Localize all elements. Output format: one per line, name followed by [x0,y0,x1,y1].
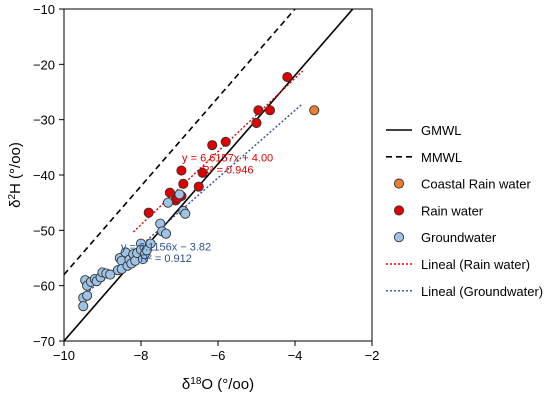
y-axis-title: δ2H (°/oo) [7,142,25,208]
rain-water-point [164,187,175,198]
rain-water-point [143,207,154,218]
legend-swatch-coastal-rain-water [393,178,405,189]
y-tick-label: −20 [33,57,55,72]
rain-water-point [264,105,276,116]
groundwater-point [78,301,89,312]
x-tick-label: −4 [288,348,303,363]
point-series-group [78,72,320,312]
x-tick-label: −2 [365,348,380,363]
groundwater-point [160,228,172,239]
groundwater-point [162,197,173,208]
trendline-equation-label: R² = 0.912 [140,253,192,265]
rain-water-point [253,105,264,116]
coastal-rain-water-point [309,105,320,116]
rain-water-point [251,117,262,129]
legend-label-rain-water: Rain water [421,203,484,218]
rain-water-point [207,140,218,151]
groundwater-point [180,208,191,219]
y-tick-label: −60 [33,279,55,294]
legend-label-lineal-groundwater: Lineal (Groundwater) [421,284,543,299]
rain-water-point [193,181,204,192]
legend-swatch-groundwater [393,232,405,243]
rain-water-point [220,136,231,147]
y-tick-label: −50 [33,223,55,238]
trendline-equation-label: y = 6.1156x − 3.82 [121,241,211,253]
x-axis-title: δ18O (°/oo) [182,376,254,394]
legend-swatch-rain-water [393,205,405,216]
legend-label-lineal-rain-water: Lineal (Rain water) [421,257,530,272]
x-tick-label: −10 [53,348,75,363]
y-tick-label: −70 [33,334,55,349]
axes: −10 −8 −6 −4 −2 −70 −60 −50 −40 −30 −20 −10 δ18O (°/… [7,2,380,393]
gmwl-line [64,9,354,341]
groundwater-point [105,269,116,280]
groundwater-point [82,290,93,301]
trendline-equation-label: R² = 0.946 [202,164,254,176]
legend-label-coastal-rain-water: Coastal Rain water [421,177,531,192]
y-tick-label: −10 [33,2,55,17]
rain-water-point [176,165,187,176]
groundwater-point [145,238,156,249]
rain-water-point [178,178,189,189]
groundwater-point [174,189,185,200]
y-tick-label: −40 [33,168,55,183]
x-tick-label: −8 [134,348,149,363]
legend-label-groundwater: Groundwater [421,230,497,245]
lineal-rain-water-line [132,70,304,233]
x-tick-label: −6 [211,348,226,363]
trendline-equation-label: y = 6.6157x + 4.00 [182,153,273,165]
rain-water-point [282,72,293,83]
mmwl-line [64,9,297,276]
y-tick-label: −30 [33,113,55,128]
legend-label-mmwl: MMWL [421,150,462,165]
legend: GMWL MMWL Coastal Rain water Rain water Grou… [386,123,543,299]
rain-water-point [197,167,208,178]
legend-label-gmwl: GMWL [421,123,461,138]
